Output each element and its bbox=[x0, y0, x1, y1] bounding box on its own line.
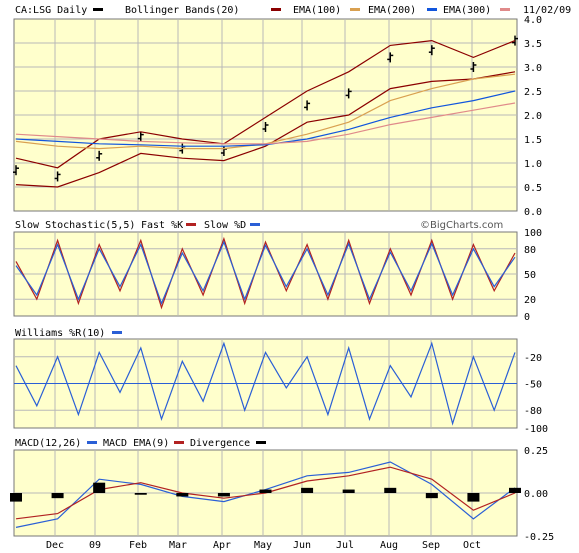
series-stochastic-0 bbox=[15, 236, 516, 310]
williams-legend-swatch bbox=[112, 331, 122, 334]
y-tick-stochastic-2: 50 bbox=[524, 270, 536, 281]
ema300-legend-swatch bbox=[500, 8, 510, 11]
divergence-bar-8 bbox=[342, 489, 355, 493]
y-tick-williams-3: -100 bbox=[524, 424, 548, 435]
stochastic-fast-label: Fast %K bbox=[141, 220, 183, 231]
month-label-2: Feb bbox=[129, 540, 147, 551]
x-tick-labels: Dec 09 Feb Mar Apr May Jun Jul Aug Sep Oct bbox=[46, 540, 481, 551]
ema100-label: EMA(100) bbox=[293, 5, 341, 16]
bollinger-legend-swatch bbox=[271, 8, 281, 11]
y-tick-price-6: 1.0 bbox=[524, 159, 542, 170]
y-tick-price-7: 0.5 bbox=[524, 183, 542, 194]
brand-label: ©BigCharts.com bbox=[420, 220, 503, 231]
ema200-legend-swatch bbox=[427, 8, 437, 11]
macd-header: MACD(12,26) MACD EMA(9) Divergence bbox=[15, 438, 266, 449]
divergence-bar-6 bbox=[259, 489, 272, 493]
y-tick-price-4: 2.0 bbox=[524, 111, 542, 122]
y-tick-macd-0: 0.25 bbox=[524, 446, 548, 457]
month-label-4: Apr bbox=[213, 540, 231, 551]
divergence-label: Divergence bbox=[190, 438, 250, 449]
macd-ema-legend-swatch bbox=[174, 441, 184, 444]
divergence-bar-2 bbox=[93, 482, 106, 493]
y-tick-stochastic-3: 20 bbox=[524, 295, 536, 306]
month-label-1: 09 bbox=[89, 540, 101, 551]
y-tick-stochastic-0: 100 bbox=[524, 228, 542, 239]
y-tick-stochastic-4: 0 bbox=[524, 312, 530, 323]
stochastic-label: Slow Stochastic(5,5) bbox=[15, 220, 135, 231]
williams-header: Williams %R(10) bbox=[15, 328, 122, 339]
y-tick-williams-1: -50 bbox=[524, 380, 542, 391]
month-label-10: Oct bbox=[463, 540, 481, 551]
series-price-5 bbox=[15, 102, 516, 145]
series-price-2 bbox=[15, 71, 516, 188]
y-tick-labels: 4.0 3.5 3.0 2.5 2.0 1.5 1.0 0.5 0.0 100 80 50 20 0 -20… bbox=[524, 15, 554, 543]
header-date: 11/02/09 bbox=[523, 5, 571, 16]
divergence-bar-12 bbox=[509, 487, 521, 493]
symbol-label: CA:LSG Daily bbox=[15, 5, 87, 16]
divergence-bar-9 bbox=[384, 487, 397, 493]
y-tick-stochastic-1: 80 bbox=[524, 245, 536, 256]
divergence-legend-swatch bbox=[256, 441, 266, 444]
y-tick-macd-1: 0.00 bbox=[524, 489, 548, 500]
williams-label: Williams %R(10) bbox=[15, 328, 105, 339]
y-tick-price-2: 3.0 bbox=[524, 63, 542, 74]
series-williams-0 bbox=[15, 341, 516, 426]
stochastic-header: Slow Stochastic(5,5) Fast %K Slow %D ©Bi… bbox=[15, 220, 503, 231]
bollinger-label: Bollinger Bands(20) bbox=[125, 5, 239, 16]
month-label-8: Aug bbox=[380, 540, 398, 551]
divergence-bar-7 bbox=[301, 487, 314, 493]
ema200-label: EMA(200) bbox=[368, 5, 416, 16]
y-tick-williams-0: -20 bbox=[524, 353, 542, 364]
divergence-bar-0 bbox=[10, 493, 22, 502]
y-tick-price-8: 0.0 bbox=[524, 207, 542, 218]
divergence-bar-11 bbox=[467, 493, 480, 502]
macd-ema-label: MACD EMA(9) bbox=[103, 438, 169, 449]
slow-legend-swatch bbox=[250, 223, 260, 226]
y-tick-williams-2: -80 bbox=[524, 406, 542, 417]
divergence-bar-10 bbox=[425, 493, 438, 499]
macd-label: MACD(12,26) bbox=[15, 438, 81, 449]
series-price-4 bbox=[15, 90, 516, 147]
divergence-bar-4 bbox=[176, 493, 189, 497]
month-label-0: Dec bbox=[46, 540, 64, 551]
divergence-bar-1 bbox=[51, 493, 64, 499]
ema300-label: EMA(300) bbox=[443, 5, 491, 16]
divergence-bar-5 bbox=[217, 493, 230, 497]
month-label-3: Mar bbox=[169, 540, 187, 551]
month-label-7: Jul bbox=[336, 540, 354, 551]
series-layer bbox=[10, 35, 521, 528]
month-label-5: May bbox=[254, 540, 272, 551]
stochastic-slow-label: Slow %D bbox=[204, 220, 246, 231]
ema100-legend-swatch bbox=[350, 8, 360, 11]
month-label-6: Jun bbox=[293, 540, 311, 551]
price-legend-swatch bbox=[93, 8, 103, 11]
price-header: CA:LSG Daily Bollinger Bands(20) EMA(100… bbox=[15, 5, 571, 16]
y-tick-price-1: 3.5 bbox=[524, 39, 542, 50]
y-tick-macd-2: -0.25 bbox=[524, 532, 554, 543]
y-tick-price-3: 2.5 bbox=[524, 87, 542, 98]
fast-legend-swatch bbox=[186, 223, 196, 226]
series-stochastic-1 bbox=[15, 240, 516, 306]
divergence-bar-3 bbox=[134, 493, 147, 495]
y-tick-price-0: 4.0 bbox=[524, 15, 542, 26]
macd-legend-swatch bbox=[87, 441, 97, 444]
y-tick-price-5: 1.5 bbox=[524, 135, 542, 146]
month-label-9: Sep bbox=[422, 540, 440, 551]
